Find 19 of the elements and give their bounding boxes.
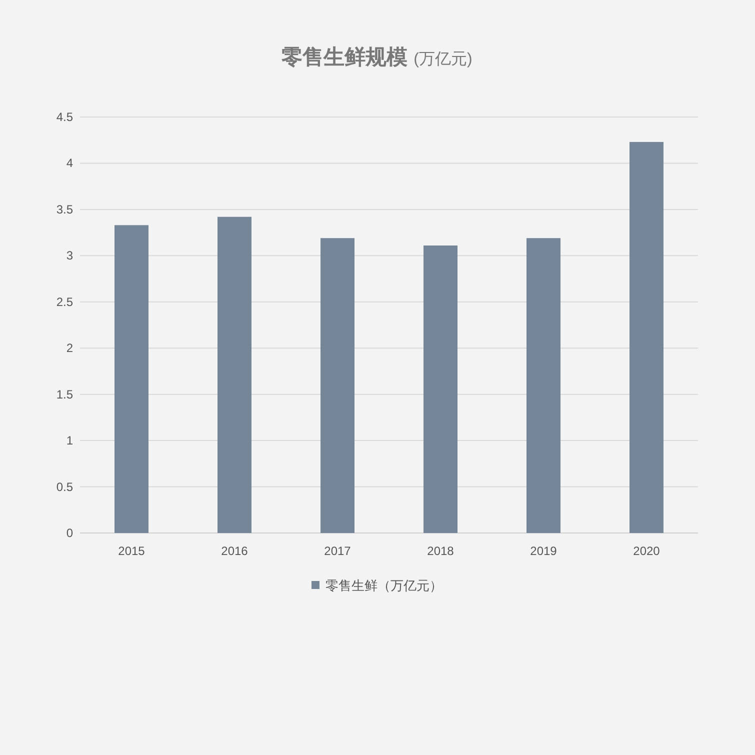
y-tick-label: 4.5	[56, 110, 74, 124]
y-tick-label: 1.5	[56, 387, 74, 402]
y-tick-label: 0	[66, 526, 74, 540]
legend-label: 零售生鲜（万亿元）	[326, 578, 442, 593]
y-tick-label: 2	[66, 341, 74, 356]
chart-subtitle: (万亿元)	[414, 51, 472, 68]
chart-title: 零售生鲜规模	[282, 46, 408, 69]
x-tick-label: 2015	[118, 544, 146, 558]
y-tick-label: 3.5	[56, 202, 74, 216]
y-tick-label: 4	[66, 156, 74, 170]
y-tick-label: 1	[66, 434, 74, 448]
y-tick-label: 3	[66, 248, 74, 263]
x-tick-label: 2018	[427, 544, 454, 558]
x-tick-label: 2017	[324, 544, 352, 558]
y-tick-label: 2.5	[56, 294, 74, 309]
x-tick-label: 2020	[633, 544, 660, 558]
x-tick-label: 2019	[530, 544, 558, 558]
x-tick-label: 2016	[221, 544, 248, 558]
y-tick-label: 0.5	[56, 480, 74, 494]
